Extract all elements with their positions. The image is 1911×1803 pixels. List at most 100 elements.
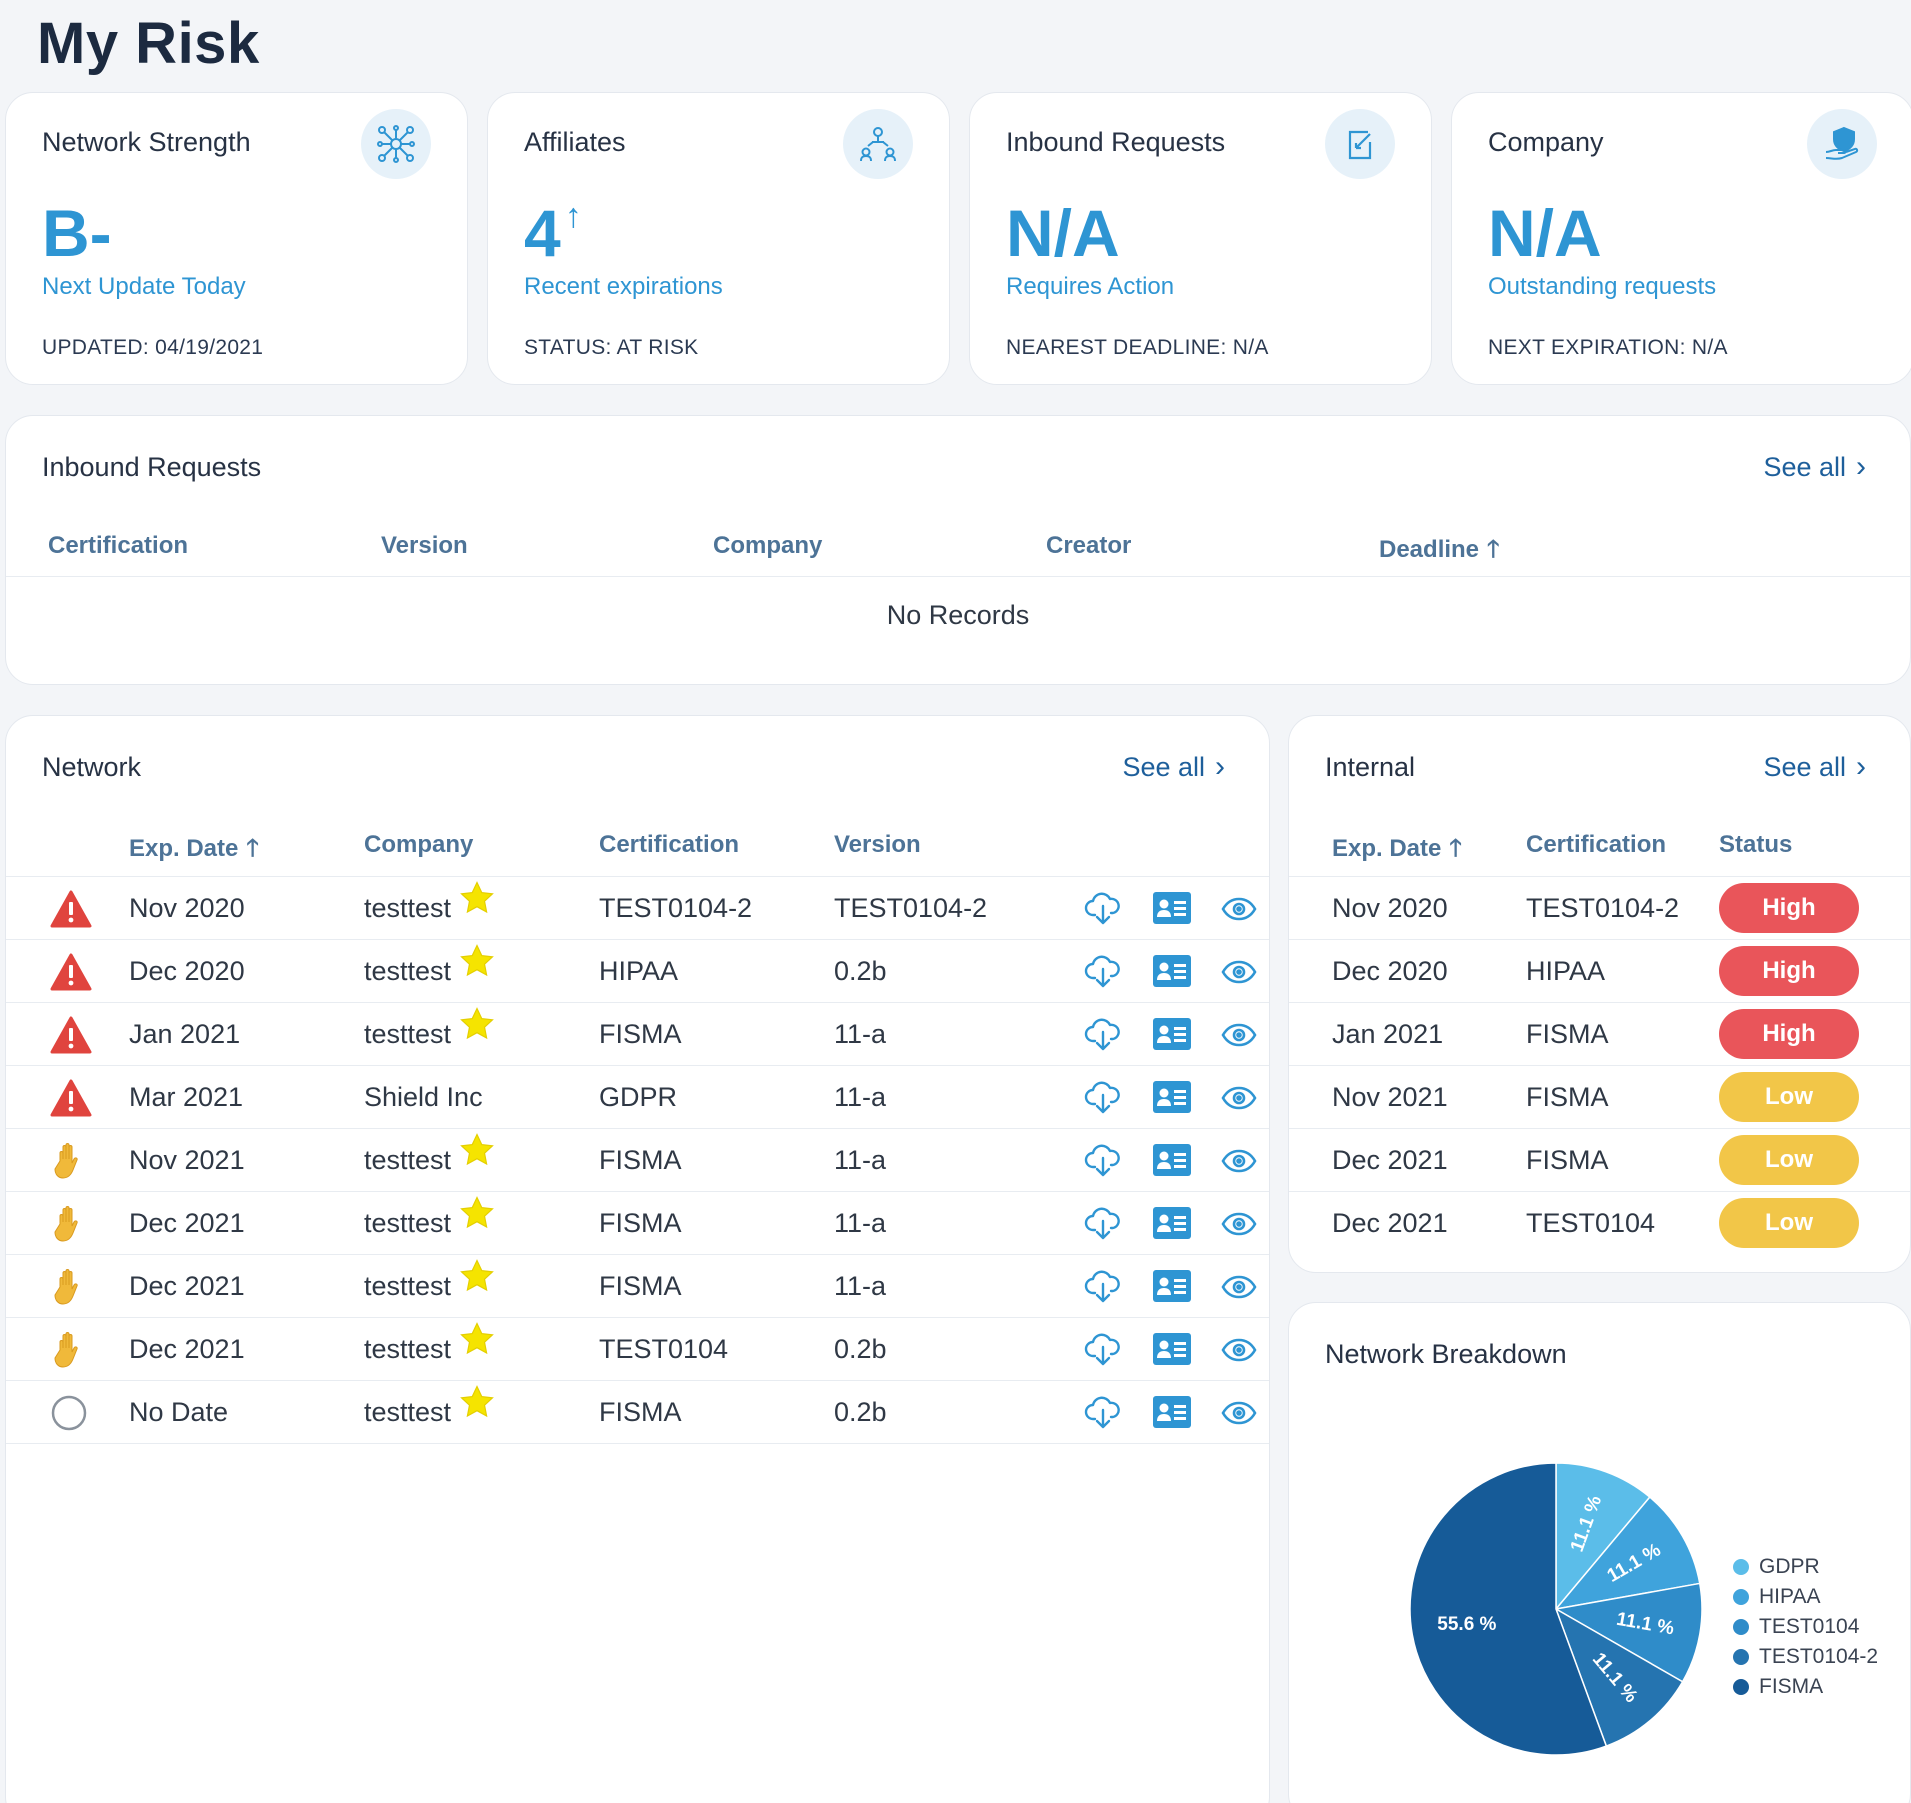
table-row[interactable]: Jan 2021 FISMA High (1289, 1003, 1910, 1066)
table-row[interactable]: Nov 2021 FISMA Low (1289, 1066, 1910, 1129)
version-cell: 0.2b (834, 1397, 887, 1427)
inbound-see-all-link[interactable]: See all › (1763, 450, 1866, 484)
contact-card-icon[interactable] (1152, 1017, 1191, 1053)
download-icon[interactable] (1084, 1332, 1122, 1368)
contact-card-icon[interactable] (1152, 891, 1191, 927)
column-header-version[interactable]: Version (834, 831, 921, 858)
contact-card-icon[interactable] (1152, 954, 1191, 990)
legend-swatch (1733, 1559, 1749, 1575)
contact-card-icon[interactable] (1152, 1332, 1191, 1368)
eye-icon[interactable] (1220, 1080, 1258, 1116)
column-header-version[interactable]: Version (381, 532, 468, 559)
legend-item[interactable]: TEST0104 (1733, 1615, 1859, 1639)
eye-icon[interactable] (1220, 1206, 1258, 1242)
table-row[interactable]: Mar 2021 Shield Inc GDPR 11-a (6, 1066, 1269, 1129)
certification-cell: FISMA (599, 1271, 682, 1301)
internal-see-all-link[interactable]: See all › (1763, 750, 1866, 784)
status-badge: Low (1719, 1072, 1859, 1122)
download-icon[interactable] (1084, 1143, 1122, 1179)
kpi-value-text: N/A (1488, 196, 1602, 270)
table-row[interactable]: Dec 2021 FISMA Low (1289, 1129, 1910, 1192)
pie-slice-hipaa[interactable] (1554, 1496, 1701, 1611)
exp-date-cell: Mar 2021 (129, 1082, 244, 1112)
table-row[interactable]: Dec 2021 testtest TEST0104 0.2b (6, 1318, 1269, 1381)
see-all-label: See all (1763, 751, 1846, 782)
column-header-company[interactable]: Company (713, 532, 823, 559)
table-row[interactable]: Nov 2021 testtest FISMA 11-a (6, 1129, 1269, 1192)
eye-icon[interactable] (1220, 1017, 1258, 1053)
eye-icon[interactable] (1220, 1143, 1258, 1179)
eye-icon[interactable] (1220, 954, 1258, 990)
see-all-label: See all (1763, 451, 1846, 482)
legend-item[interactable]: TEST0104-2 (1733, 1645, 1878, 1669)
affiliates-card[interactable]: Affiliates 4 ↑ Recent expirations STATUS:… (487, 92, 950, 385)
warning-icon (50, 1015, 92, 1055)
network-strength-card[interactable]: Network Strength B- Next Update Today UP… (5, 92, 468, 385)
download-icon[interactable] (1084, 1206, 1122, 1242)
column-header-certification[interactable]: Certification (48, 532, 189, 559)
eye-icon[interactable] (1220, 891, 1258, 927)
inbound-requests-card[interactable]: Inbound Requests N/A Requires Action NEA… (969, 92, 1432, 385)
eye-icon[interactable] (1220, 1395, 1258, 1431)
company-name: testtest (364, 1334, 452, 1364)
chevron-right-icon: › (1856, 750, 1866, 783)
column-header-exp-date[interactable]: Exp. Date 🡑 (129, 831, 259, 872)
column-header-creator[interactable]: Creator (1046, 532, 1132, 559)
table-row[interactable]: Nov 2020 TEST0104-2 High (1289, 877, 1910, 940)
exp-date-cell: Dec 2020 (129, 956, 245, 986)
kpi-value-text: N/A (1006, 196, 1120, 270)
table-row[interactable]: Dec 2021 TEST0104 Low (1289, 1192, 1910, 1255)
company-name: testtest (364, 1145, 452, 1175)
hand-icon (50, 1267, 92, 1307)
column-header-company[interactable]: Company (364, 831, 474, 858)
download-icon[interactable] (1084, 891, 1122, 927)
download-icon[interactable] (1084, 954, 1122, 990)
exp-date-cell: Nov 2020 (1332, 893, 1448, 923)
download-icon[interactable] (1084, 1395, 1122, 1431)
download-icon[interactable] (1084, 1080, 1122, 1116)
pie-slice-test0104[interactable] (1553, 1582, 1703, 1683)
table-row[interactable]: No Date testtest FISMA 0.2b (6, 1381, 1269, 1444)
table-row[interactable]: Dec 2021 testtest FISMA 11-a (6, 1255, 1269, 1318)
column-header-exp-date[interactable]: Exp. Date 🡑 (1332, 831, 1462, 872)
contact-card-icon[interactable] (1152, 1206, 1191, 1242)
pie-slice-test0104-2[interactable] (1554, 1607, 1684, 1748)
table-row[interactable]: Jan 2021 testtest FISMA 11-a (6, 1003, 1269, 1066)
column-header-deadline[interactable]: Deadline 🡑 (1379, 532, 1500, 573)
legend-label: HIPAA (1759, 1585, 1821, 1608)
exp-date-cell: Dec 2020 (1332, 956, 1448, 986)
legend-item[interactable]: FISMA (1733, 1675, 1823, 1699)
company-card[interactable]: Company N/A Outstanding requests NEXT EX… (1451, 92, 1911, 385)
column-header-certification[interactable]: Certification (1526, 831, 1667, 858)
warning-icon (50, 952, 92, 992)
legend-item[interactable]: GDPR (1733, 1555, 1820, 1579)
legend-label: FISMA (1759, 1675, 1824, 1698)
column-header-certification[interactable]: Certification (599, 831, 740, 858)
eye-icon[interactable] (1220, 1269, 1258, 1305)
legend-swatch (1733, 1649, 1749, 1665)
download-icon[interactable] (1084, 1017, 1122, 1053)
contact-card-icon[interactable] (1152, 1143, 1191, 1179)
contact-card-icon[interactable] (1152, 1395, 1191, 1431)
legend-item[interactable]: HIPAA (1733, 1585, 1820, 1609)
certification-cell: HIPAA (599, 956, 679, 986)
kpi-value-text: B- (42, 196, 112, 270)
legend-label: GDPR (1759, 1555, 1820, 1578)
pie-slice-fisma[interactable] (1409, 1462, 1608, 1756)
contact-card-icon[interactable] (1152, 1080, 1191, 1116)
eye-icon[interactable] (1220, 1332, 1258, 1368)
table-row[interactable]: Dec 2021 testtest FISMA 11-a (6, 1192, 1269, 1255)
pie-slice-gdpr[interactable] (1555, 1462, 1651, 1612)
contact-card-icon[interactable] (1152, 1269, 1191, 1305)
company-cell: testtest (364, 1318, 495, 1381)
table-row[interactable]: Nov 2020 testtest TEST0104-2 TEST0104-2 (6, 877, 1269, 940)
version-cell: 0.2b (834, 1334, 887, 1364)
network-see-all-link[interactable]: See all › (1122, 750, 1225, 784)
exp-date-cell: Nov 2021 (129, 1145, 245, 1175)
company-cell: testtest (364, 1192, 495, 1255)
table-row[interactable]: Dec 2020 testtest HIPAA 0.2b (6, 940, 1269, 1003)
table-row[interactable]: Dec 2020 HIPAA High (1289, 940, 1910, 1003)
download-icon[interactable] (1084, 1269, 1122, 1305)
column-header-status[interactable]: Status (1719, 831, 1793, 858)
internal-panel: Internal See all › Exp. Date 🡑 Certificat… (1288, 715, 1911, 1273)
